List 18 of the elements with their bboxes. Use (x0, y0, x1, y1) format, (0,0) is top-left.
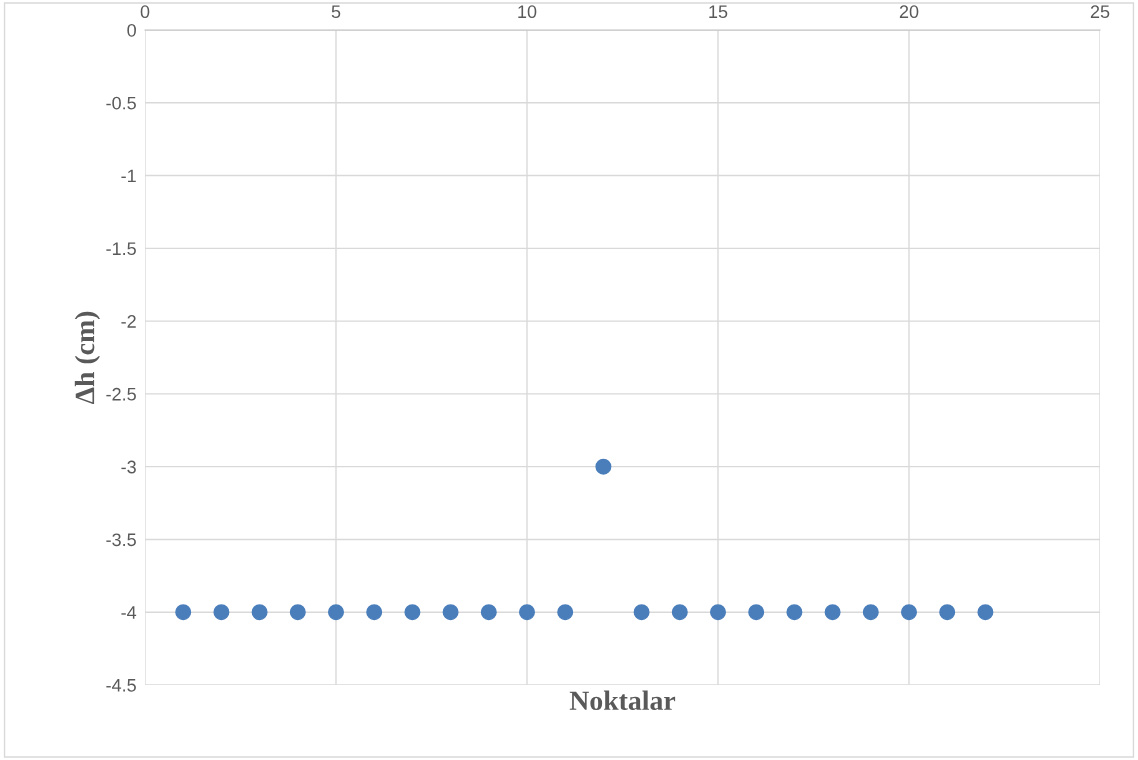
y-axis-title: Δh (cm) (74, 311, 100, 405)
x-tick-label: 25 (1090, 5, 1110, 19)
y-tick-label: -1 (121, 169, 136, 183)
y-tick-label: -2.5 (106, 387, 136, 401)
y-tick-label: -3 (121, 460, 136, 474)
x-tick-label: 20 (899, 5, 919, 19)
y-tick-label: -4 (121, 606, 137, 619)
y-tick-label: 0 (127, 23, 136, 37)
x-tick-label: 5 (331, 5, 341, 19)
x-tick-label: 0 (140, 5, 150, 19)
y-tick-label: -1.5 (106, 242, 136, 256)
x-tick-label: 10 (518, 5, 537, 19)
y-tick-label: -0.5 (106, 96, 136, 110)
x-tick-label: 15 (709, 5, 728, 19)
y-tick-label: -4.5 (106, 679, 136, 692)
y-tick-label: -3.5 (106, 533, 136, 547)
y-tick-label: -2 (121, 315, 136, 328)
x-axis-title: Noktalar (569, 690, 676, 711)
